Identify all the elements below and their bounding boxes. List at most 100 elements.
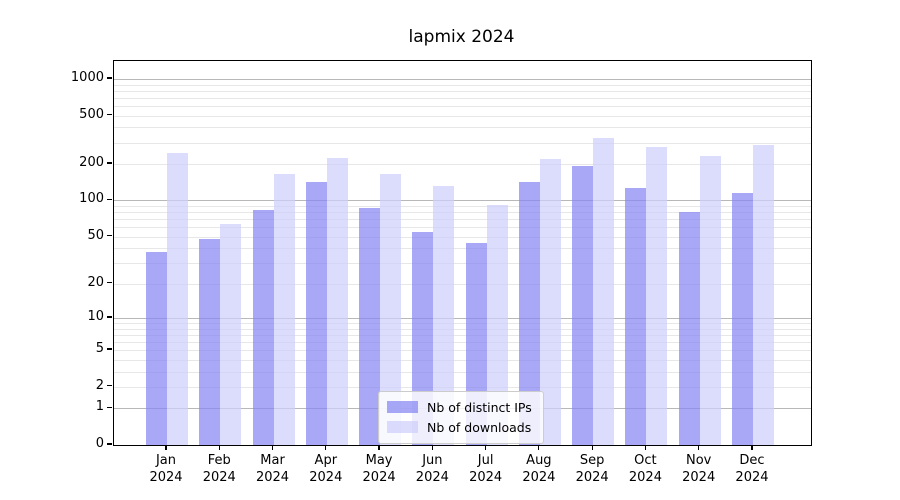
y-tick-label: 500 bbox=[79, 106, 104, 122]
gridline-minor bbox=[114, 334, 811, 336]
x-tick-label: Aug 2024 bbox=[509, 453, 569, 486]
bar-distinct-ips bbox=[252, 210, 274, 445]
x-tick-year: 2024 bbox=[735, 469, 769, 485]
x-tick-label: Jun 2024 bbox=[402, 453, 462, 486]
y-tick-label: 2 bbox=[95, 377, 104, 393]
bar-downloads bbox=[167, 153, 188, 445]
bar-distinct-ips bbox=[305, 182, 327, 445]
plot-area bbox=[113, 60, 812, 446]
bar-downloads bbox=[539, 159, 561, 445]
x-tick-year: 2024 bbox=[255, 469, 290, 485]
x-tick-mark bbox=[431, 445, 433, 450]
x-tick-year: 2024 bbox=[149, 469, 183, 485]
gridline-minor bbox=[114, 127, 811, 129]
bar-distinct-ips bbox=[572, 166, 594, 445]
y-tick-mark bbox=[107, 77, 112, 79]
x-tick-label: May 2024 bbox=[349, 453, 409, 486]
gridline-major bbox=[114, 78, 811, 80]
x-tick-year: 2024 bbox=[628, 469, 662, 485]
gridline-minor bbox=[114, 227, 811, 229]
legend-item-distinct-ips: Nb of distinct IPs bbox=[387, 397, 535, 417]
gridline-minor bbox=[114, 212, 811, 214]
bar-downloads bbox=[752, 145, 774, 445]
x-tick-year: 2024 bbox=[682, 469, 716, 485]
y-tick-label: 50 bbox=[87, 227, 104, 243]
gridline-minor bbox=[114, 371, 811, 373]
x-tick-year: 2024 bbox=[575, 469, 609, 485]
legend: Nb of distinct IPs Nb of downloads bbox=[378, 391, 544, 444]
gridline-minor bbox=[114, 263, 811, 265]
bar-downloads bbox=[646, 147, 668, 445]
gridline-minor bbox=[114, 205, 811, 207]
y-tick-mark bbox=[107, 443, 112, 445]
gridline-minor bbox=[114, 90, 811, 92]
x-tick-year: 2024 bbox=[522, 469, 556, 485]
gridline-minor bbox=[114, 164, 811, 165]
gridline-minor bbox=[114, 350, 811, 352]
legend-label-downloads: Nb of downloads bbox=[427, 419, 532, 435]
gridline-minor bbox=[114, 219, 811, 221]
bar-downloads bbox=[486, 204, 508, 445]
gridline-minor bbox=[114, 328, 811, 330]
x-tick-label: Oct 2024 bbox=[615, 453, 675, 486]
x-tick-month: Apr bbox=[314, 453, 338, 468]
x-tick-year: 2024 bbox=[309, 469, 343, 485]
x-tick-year: 2024 bbox=[415, 469, 449, 485]
x-tick-label: Jan 2024 bbox=[136, 453, 196, 486]
legend-swatch-distinct-ips bbox=[387, 401, 418, 413]
bar-downloads bbox=[273, 174, 295, 445]
y-tick-mark bbox=[107, 348, 112, 350]
y-tick-mark bbox=[107, 406, 112, 408]
gridline-major bbox=[114, 200, 811, 202]
x-tick-mark bbox=[644, 445, 647, 450]
bar-distinct-ips bbox=[678, 212, 700, 445]
bar-distinct-ips bbox=[731, 192, 753, 445]
legend-item-downloads: Nb of downloads bbox=[387, 417, 535, 437]
gridline-minor bbox=[114, 386, 811, 388]
gridline-minor bbox=[114, 359, 811, 361]
bar-downloads bbox=[220, 223, 242, 445]
x-tick-mark bbox=[698, 445, 700, 450]
gridline-minor bbox=[114, 97, 811, 99]
bar-distinct-ips bbox=[146, 252, 167, 445]
x-tick-month: Jul bbox=[477, 453, 494, 468]
x-tick-month: Oct bbox=[634, 453, 657, 468]
x-tick-mark bbox=[591, 445, 593, 450]
y-tick-mark bbox=[107, 235, 112, 237]
y-tick-label: 200 bbox=[79, 155, 104, 170]
y-tick-label: 100 bbox=[79, 191, 104, 207]
y-tick-label: 5 bbox=[95, 341, 104, 357]
x-tick-mark bbox=[751, 445, 753, 450]
bar-downloads bbox=[699, 155, 721, 445]
legend-label-distinct-ips: Nb of distinct IPs bbox=[427, 399, 532, 415]
bar-distinct-ips bbox=[518, 182, 540, 445]
y-tick-mark bbox=[107, 282, 112, 284]
x-tick-mark bbox=[165, 445, 167, 450]
gridline-minor bbox=[114, 142, 811, 144]
x-tick-mark bbox=[325, 445, 327, 450]
y-tick-label: 20 bbox=[87, 274, 104, 290]
chart-title: lapmix 2024 bbox=[408, 27, 515, 47]
y-tick-mark bbox=[107, 114, 112, 116]
x-tick-label: Sep 2024 bbox=[562, 453, 622, 486]
bar-distinct-ips bbox=[359, 207, 381, 445]
x-tick-month: Mar bbox=[260, 453, 285, 468]
x-tick-year: 2024 bbox=[202, 469, 236, 485]
legend-swatch-downloads bbox=[387, 421, 418, 433]
x-tick-label: Apr 2024 bbox=[296, 453, 356, 486]
x-tick-month: Feb bbox=[207, 453, 231, 468]
x-tick-year: 2024 bbox=[362, 469, 396, 485]
x-tick-mark bbox=[218, 445, 220, 450]
y-tick-mark bbox=[107, 385, 112, 387]
x-tick-month: Jan bbox=[155, 453, 177, 468]
gridline-minor bbox=[114, 236, 811, 238]
bar-downloads bbox=[380, 173, 402, 445]
x-tick-label: Jul 2024 bbox=[456, 453, 516, 486]
x-tick-label: Nov 2024 bbox=[669, 453, 729, 486]
bar-distinct-ips bbox=[199, 238, 221, 445]
x-tick-month: May bbox=[365, 453, 393, 468]
x-tick-mark bbox=[271, 445, 274, 450]
gridline-minor bbox=[114, 105, 811, 107]
y-tick-label: 10 bbox=[87, 308, 104, 324]
